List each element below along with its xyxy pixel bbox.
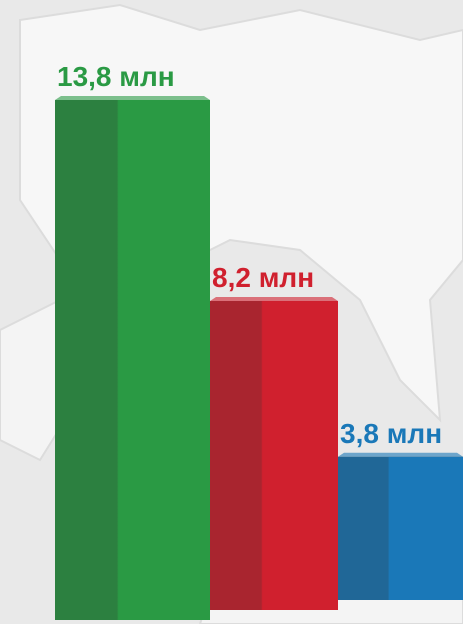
bar [210,301,338,610]
bar-top [338,452,463,457]
bar [338,456,463,600]
bar-top [210,297,338,302]
value-label: 13,8 млн [57,61,175,92]
bar-top [55,96,210,100]
bar [55,100,210,620]
value-label: 8,2 млн [212,262,314,293]
value-label: 3,8 млн [340,418,442,449]
